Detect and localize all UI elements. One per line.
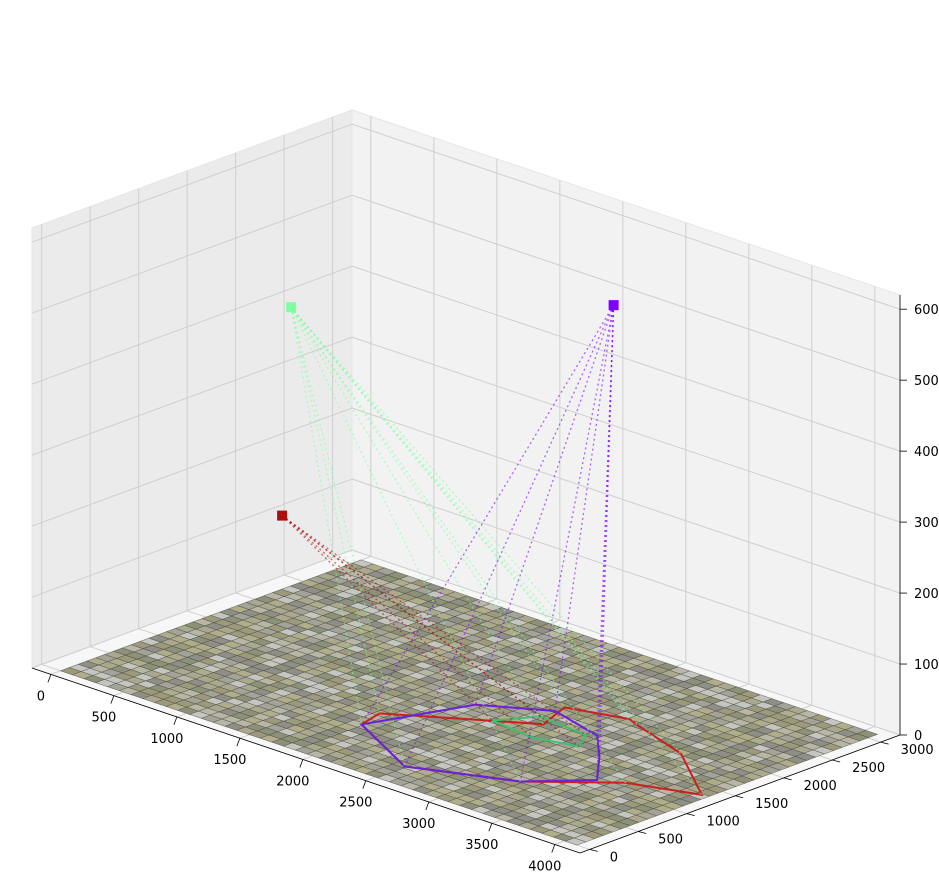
axis-lines bbox=[31, 295, 901, 854]
x-tick-label: 2000 bbox=[276, 774, 309, 789]
z-tick-label: 200 bbox=[914, 587, 939, 602]
x-tick-label: 1000 bbox=[150, 732, 183, 747]
x-tick-label: 3500 bbox=[465, 838, 498, 853]
y-tick bbox=[880, 741, 889, 745]
grid-line bbox=[31, 478, 353, 598]
camera-ray bbox=[290, 306, 638, 726]
camera-ray bbox=[290, 306, 631, 720]
grid-line bbox=[351, 549, 901, 736]
camera-marker-3 bbox=[277, 510, 288, 521]
z-tick-label: 0 bbox=[914, 729, 922, 744]
camera-ray bbox=[281, 515, 493, 722]
y-tick-label: 1000 bbox=[707, 815, 740, 830]
camera-ray bbox=[290, 307, 381, 714]
grid-line bbox=[31, 265, 353, 385]
grid-line bbox=[31, 336, 353, 456]
camera-ray bbox=[290, 307, 406, 767]
camera-rays bbox=[281, 304, 703, 796]
x-tick-label: 2500 bbox=[339, 796, 372, 811]
surface-cell bbox=[856, 730, 879, 738]
tick-marks bbox=[47, 308, 907, 853]
ground-image-surface bbox=[59, 559, 879, 846]
x-tick bbox=[362, 780, 367, 789]
camera-ray bbox=[596, 305, 615, 781]
camera-ray bbox=[290, 306, 544, 725]
camera-marker-2 bbox=[608, 300, 619, 311]
grid-line bbox=[351, 194, 901, 381]
y-axis-line bbox=[579, 734, 901, 854]
grid-line bbox=[351, 478, 901, 665]
y-tick-label: 2500 bbox=[852, 761, 885, 776]
x-tick bbox=[173, 716, 178, 726]
x-tick-label: 4000 bbox=[528, 859, 561, 874]
y-tick-label: 3000 bbox=[901, 743, 934, 758]
y-tick bbox=[735, 795, 744, 799]
camera-ray bbox=[290, 306, 627, 784]
grid-line bbox=[351, 336, 901, 523]
y-tick-label: 2000 bbox=[804, 779, 837, 794]
camera-ray bbox=[360, 304, 615, 725]
x-tick bbox=[299, 759, 304, 768]
y-tick bbox=[686, 813, 695, 817]
y-tick bbox=[589, 849, 598, 852]
x-tick bbox=[425, 801, 430, 811]
grid-line bbox=[31, 123, 353, 243]
tick-labels: 0500100015002000250030003500400005001000… bbox=[37, 303, 939, 874]
z-tick-label: 100 bbox=[914, 658, 939, 673]
camera-ray bbox=[554, 305, 615, 712]
grid-line bbox=[31, 407, 353, 527]
grid-line bbox=[351, 123, 901, 310]
camera-ray bbox=[519, 305, 615, 782]
z-tick-label: 500 bbox=[914, 374, 939, 389]
x-tick bbox=[488, 823, 493, 832]
x-tick-label: 0 bbox=[37, 689, 45, 704]
y-tick bbox=[783, 777, 792, 781]
y-tick-label: 500 bbox=[658, 833, 683, 848]
x-axis-line bbox=[31, 667, 581, 854]
x-tick-label: 500 bbox=[91, 711, 116, 726]
grid-line bbox=[351, 407, 901, 594]
camera-ray bbox=[281, 515, 533, 738]
grid-line bbox=[31, 194, 353, 314]
x-tick bbox=[236, 738, 241, 747]
camera-ray bbox=[474, 304, 615, 705]
camera-marker-1 bbox=[286, 302, 297, 313]
y-tick bbox=[638, 831, 647, 834]
camera-ray bbox=[290, 306, 566, 708]
camera-ray bbox=[290, 307, 363, 725]
y-tick bbox=[832, 759, 841, 763]
z-tick-label: 300 bbox=[914, 516, 939, 531]
x-tick bbox=[47, 674, 52, 683]
y-tick-label: 0 bbox=[610, 850, 618, 865]
footprint-3 bbox=[492, 715, 588, 748]
camera-ray bbox=[290, 306, 682, 754]
x-tick bbox=[110, 695, 115, 704]
z-tick-label: 400 bbox=[914, 445, 939, 460]
grid-line bbox=[31, 549, 353, 669]
x-tick-label: 1500 bbox=[213, 753, 246, 768]
camera-ray bbox=[596, 305, 615, 736]
y-tick-label: 1500 bbox=[755, 797, 788, 812]
x-tick bbox=[551, 844, 556, 853]
z-tick-label: 600 bbox=[914, 303, 939, 318]
grid-line bbox=[351, 265, 901, 452]
x-tick-label: 3000 bbox=[402, 817, 435, 832]
camera-markers bbox=[277, 300, 619, 521]
camera-ray bbox=[404, 304, 615, 767]
camera-ray bbox=[290, 306, 703, 796]
